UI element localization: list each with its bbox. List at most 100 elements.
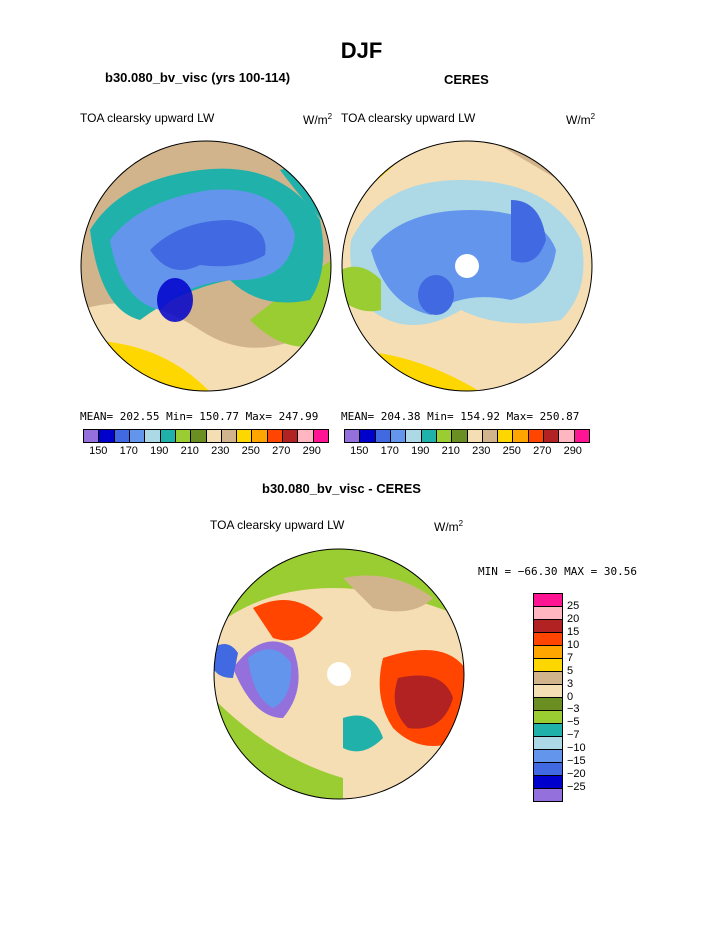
colorbar-swatch: [534, 633, 562, 646]
panel2-variable-label: TOA clearsky upward LW: [341, 111, 476, 125]
colorbar-swatch: [513, 430, 529, 442]
colorbar-swatch: [467, 430, 483, 442]
colorbar-tick-label: 210: [441, 445, 460, 457]
colorbar-swatch: [99, 430, 115, 442]
colorbar-swatch: [534, 750, 562, 763]
colorbar-swatch: [406, 430, 422, 442]
colorbar-swatch: [252, 430, 268, 442]
colorbar-tick-label: −7: [567, 729, 580, 742]
panel1-units: W/m2: [303, 112, 333, 127]
colorbar-swatch: [206, 430, 222, 442]
panel1-variable-label: TOA clearsky upward LW: [80, 111, 215, 125]
colorbar-tick-label: 190: [150, 445, 169, 457]
colorbar-swatch: [534, 607, 562, 620]
colorbar-tick-label: 0: [567, 690, 574, 703]
colorbar-swatch: [421, 430, 437, 442]
colorbar-tick-label: −3: [567, 703, 580, 716]
colorbar-swatch: [375, 430, 391, 442]
colorbar-tick-label: 250: [502, 445, 521, 457]
colorbar-tick-label: 230: [472, 445, 491, 457]
colorbar-tick-label: 230: [211, 445, 230, 457]
figure-title: DJF: [340, 38, 383, 63]
colorbar-swatch: [534, 776, 562, 789]
colorbar-tick-label: 290: [563, 445, 582, 457]
colorbar-swatch: [129, 430, 146, 442]
colorbar-swatch: [534, 685, 562, 698]
colorbar-swatch: [544, 430, 560, 442]
colorbar-tick-label: 25: [567, 599, 580, 612]
colorbar-tick-label: 3: [567, 677, 574, 690]
panel3-colorbar-labels: 25 20 15 10 7 5 3 0 −3 −5 −7 −10 −15 −20 −25: [567, 593, 607, 800]
colorbar-swatch: [452, 430, 468, 442]
colorbar-tick-label: 15: [567, 625, 580, 638]
colorbar-swatch: [175, 430, 192, 442]
colorbar-swatch: [528, 430, 545, 442]
colorbar-tick-label: 190: [411, 445, 430, 457]
panel1-stats: MEAN= 202.55 Min= 150.77 Max= 247.99: [80, 410, 319, 423]
panel2-units: W/m2: [566, 112, 596, 127]
panel1-colorbar-labels: 150 170 190 210 230 250 270 290: [83, 445, 327, 459]
colorbar-tick-label: 270: [272, 445, 291, 457]
colorbar-tick-label: 20: [567, 612, 580, 625]
colorbar-swatch: [313, 430, 328, 442]
colorbar-swatch: [84, 430, 100, 442]
panel3-colorbar: [533, 593, 563, 802]
colorbar-tick-label: 10: [567, 638, 580, 651]
colorbar-swatch: [534, 789, 562, 801]
colorbar-tick-label: 5: [567, 664, 574, 677]
colorbar-tick-label: −15: [567, 755, 586, 768]
colorbar-swatch: [267, 430, 284, 442]
panel1-colorbar: [83, 429, 329, 443]
colorbar-swatch: [160, 430, 176, 442]
colorbar-swatch: [145, 430, 161, 442]
colorbar-swatch: [534, 711, 562, 724]
colorbar-tick-label: −10: [567, 742, 586, 755]
colorbar-tick-label: 210: [180, 445, 199, 457]
colorbar-swatch: [298, 430, 314, 442]
colorbar-swatch: [534, 620, 562, 633]
colorbar-tick-label: 7: [567, 651, 574, 664]
panel2-stats: MEAN= 204.38 Min= 154.92 Max= 250.87: [341, 410, 580, 423]
colorbar-tick-label: 150: [350, 445, 369, 457]
panel2-colorbar: [344, 429, 590, 443]
colorbar-swatch: [345, 430, 361, 442]
panel2-title: CERES: [444, 72, 489, 87]
colorbar-swatch: [390, 430, 407, 442]
colorbar-swatch: [360, 430, 376, 442]
panel3-stats: MIN = −66.30 MAX = 30.56: [478, 565, 637, 578]
colorbar-swatch: [221, 430, 238, 442]
colorbar-tick-label: 250: [241, 445, 260, 457]
colorbar-swatch: [114, 430, 130, 442]
colorbar-swatch: [534, 672, 562, 685]
colorbar-swatch: [482, 430, 499, 442]
panel3-units: W/m2: [434, 519, 464, 534]
colorbar-swatch: [559, 430, 575, 442]
colorbar-tick-label: −25: [567, 781, 586, 794]
colorbar-swatch: [191, 430, 207, 442]
colorbar-tick-label: 170: [380, 445, 399, 457]
colorbar-swatch: [534, 763, 562, 776]
colorbar-tick-label: 170: [119, 445, 138, 457]
panel2-colorbar-labels: 150 170 190 210 230 250 270 290: [344, 445, 588, 459]
colorbar-tick-label: 290: [302, 445, 321, 457]
colorbar-swatch: [574, 430, 589, 442]
colorbar-tick-label: 150: [89, 445, 108, 457]
colorbar-swatch: [534, 698, 562, 711]
colorbar-swatch: [534, 659, 562, 672]
colorbar-swatch: [436, 430, 453, 442]
colorbar-tick-label: 270: [533, 445, 552, 457]
panel1-polar-map: [80, 140, 332, 392]
colorbar-tick-label: −5: [567, 716, 580, 729]
colorbar-swatch: [534, 594, 562, 607]
panel3-variable-label: TOA clearsky upward LW: [210, 518, 345, 532]
panel3-title: b30.080_bv_visc - CERES: [262, 481, 421, 496]
colorbar-swatch: [237, 430, 253, 442]
colorbar-swatch: [534, 724, 562, 737]
colorbar-tick-label: −20: [567, 768, 586, 781]
colorbar-swatch: [534, 737, 562, 750]
colorbar-swatch: [534, 646, 562, 659]
panel3-polar-map: [213, 548, 465, 800]
colorbar-swatch: [283, 430, 299, 442]
panel1-title: b30.080_bv_visc (yrs 100-114): [105, 70, 291, 85]
panel2-polar-map: [341, 140, 593, 392]
